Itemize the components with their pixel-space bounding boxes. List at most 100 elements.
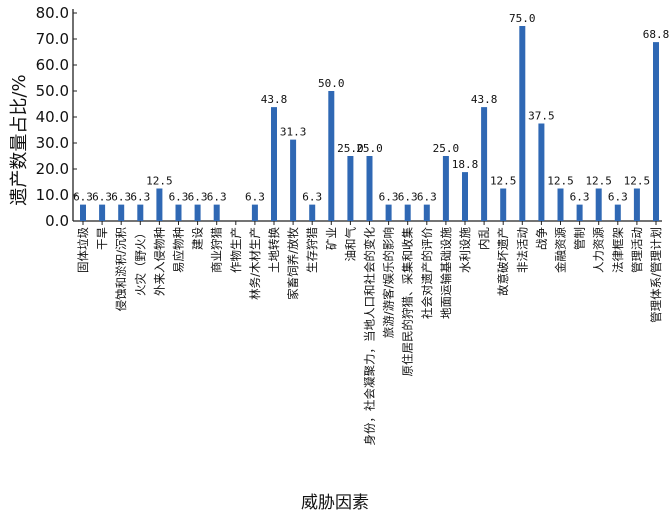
bar-value-label: 6.3 — [570, 191, 590, 204]
bar — [194, 204, 201, 221]
x-tick-label: 内乱 — [477, 227, 491, 250]
x-tick-label: 管制 — [573, 227, 587, 250]
y-tick-label: 10.0 — [36, 186, 69, 204]
x-tick-label: 非法活动 — [515, 227, 529, 273]
bar-value-label: 6.3 — [245, 191, 265, 204]
bar — [118, 204, 125, 221]
bar — [462, 172, 468, 221]
bar — [576, 204, 583, 221]
x-tick-label: 火灾（野火） — [133, 227, 147, 296]
value-labels: 6.3 6.3 6.3 6.312.56.3 6.3 6.3 6.343.831.36.35… — [73, 12, 669, 204]
bar — [80, 204, 86, 221]
bar — [366, 156, 373, 221]
bar — [653, 42, 659, 222]
x-tick-label: 战争 — [534, 227, 548, 250]
bar — [99, 204, 106, 221]
x-tick-label: 干旱 — [95, 227, 109, 250]
y-tick-label: 0.0 — [45, 212, 69, 230]
bar-value-label: 6.3 — [207, 191, 227, 204]
x-tick-label: 法律框架 — [611, 227, 625, 273]
x-tick-labels: 固体垃圾 干旱 侵蚀和淤积/沉积 火灾（野火） 外来入侵物种 易应物种 建设 商业狩猎 作物生产… — [76, 227, 663, 446]
y-axis-title-wrap: 遗产数量占比/% — [2, 50, 34, 230]
bar — [175, 204, 182, 221]
x-tick-label: 易应物种 — [172, 227, 186, 273]
bar-value-label: 6.3 — [379, 191, 399, 204]
bar-value-label: 6.3 — [417, 191, 437, 204]
y-tick-label: 40.0 — [36, 108, 69, 126]
x-tick-label: 地面运输基础设施 — [439, 227, 453, 319]
y-tick-label: 70.0 — [36, 30, 69, 48]
x-tick-label: 管理活动 — [630, 227, 644, 273]
y-tick-label: 60.0 — [36, 56, 69, 74]
bar — [347, 156, 354, 221]
bar-value-label: 25.0 — [356, 142, 383, 155]
bar — [290, 139, 297, 221]
bar-value-label: 31.3 — [280, 126, 307, 139]
x-tick-label: 旅游/游客/娱乐的影响 — [382, 227, 396, 338]
x-tick-label: 油和气 — [343, 227, 357, 262]
bar — [442, 156, 449, 221]
bar-value-label: 6.3 — [73, 191, 93, 204]
bar-value-label: 12.5 — [146, 175, 173, 188]
bar — [595, 188, 602, 221]
bar-value-label: 50.0 — [318, 77, 345, 90]
bar — [137, 204, 144, 221]
bar-value-label: 6.3 — [188, 191, 208, 204]
y-axis-title: 遗产数量占比/% — [9, 74, 30, 206]
x-axis-title: 威胁因素 — [301, 493, 369, 513]
x-tick-label: 林务/木材生产 — [248, 227, 262, 300]
bar — [423, 204, 430, 221]
bar-value-label: 12.5 — [585, 175, 612, 188]
bar — [156, 188, 163, 221]
bar — [481, 107, 488, 221]
bar-value-label: 75.0 — [509, 12, 536, 25]
bar-value-label: 12.5 — [547, 175, 574, 188]
bar-value-label: 18.8 — [452, 158, 479, 171]
bar — [614, 204, 621, 221]
x-tick-label: 人力资源 — [592, 227, 606, 273]
x-tick-label: 金融资源 — [554, 227, 568, 273]
bar — [213, 204, 220, 221]
x-tick-label: 社会对遗产的评价 — [420, 227, 434, 319]
x-tick-label: 侵蚀和淤积/沉积 — [114, 227, 128, 312]
bar — [404, 204, 411, 221]
bar — [385, 204, 392, 221]
x-tick-label: 建设 — [191, 227, 205, 250]
bar-value-label: 37.5 — [528, 110, 555, 123]
bar-value-label: 12.5 — [624, 175, 651, 188]
bar-value-label: 6.3 — [130, 191, 150, 204]
bar-value-label: 25.0 — [337, 142, 364, 155]
x-tick-label: 生存狩猎 — [305, 227, 319, 273]
bar — [519, 26, 526, 221]
bar — [309, 204, 316, 221]
x-tick-label: 外来入侵物种 — [152, 227, 166, 296]
axes: 0.0 10.0 20.0 30.0 40.0 50.0 60.0 70.0 80.0 — [36, 4, 662, 230]
x-tick-label: 土地转换 — [267, 227, 281, 273]
bar — [538, 123, 545, 221]
x-tick-label: 家畜饲养/放牧 — [286, 227, 300, 300]
bar-value-label: 6.3 — [92, 191, 112, 204]
bar — [328, 91, 335, 221]
x-tick-label: 故意破坏遗产 — [496, 227, 510, 296]
x-tick-label: 水利设施 — [458, 227, 472, 273]
bar — [557, 188, 564, 221]
bar-value-label: 6.3 — [398, 191, 418, 204]
bar-value-label: 6.3 — [608, 191, 628, 204]
bar-value-label: 6.3 — [169, 191, 189, 204]
x-tick-label: 身份，社会凝聚力，当地人口和社会的变化 — [363, 227, 377, 446]
bar-value-label: 25.0 — [433, 142, 460, 155]
x-tick-label: 作物生产 — [229, 227, 243, 273]
x-tick-label: 管理体系/管理计划 — [649, 227, 663, 323]
bar — [271, 107, 277, 221]
y-tick-label: 80.0 — [36, 4, 69, 22]
bar-value-label: 12.5 — [490, 175, 517, 188]
x-tick-label: 原住居民的狩猎、采集和收集 — [401, 227, 415, 377]
bar-value-label: 43.8 — [471, 93, 498, 106]
bar-value-label: 6.3 — [111, 191, 131, 204]
x-tick-label: 矿业 — [324, 227, 338, 250]
bar — [251, 204, 258, 221]
bar-value-label: 6.3 — [302, 191, 322, 204]
bars — [80, 26, 659, 222]
y-tick-label: 20.0 — [36, 160, 69, 178]
bar-value-label: 68.8 — [643, 28, 670, 41]
